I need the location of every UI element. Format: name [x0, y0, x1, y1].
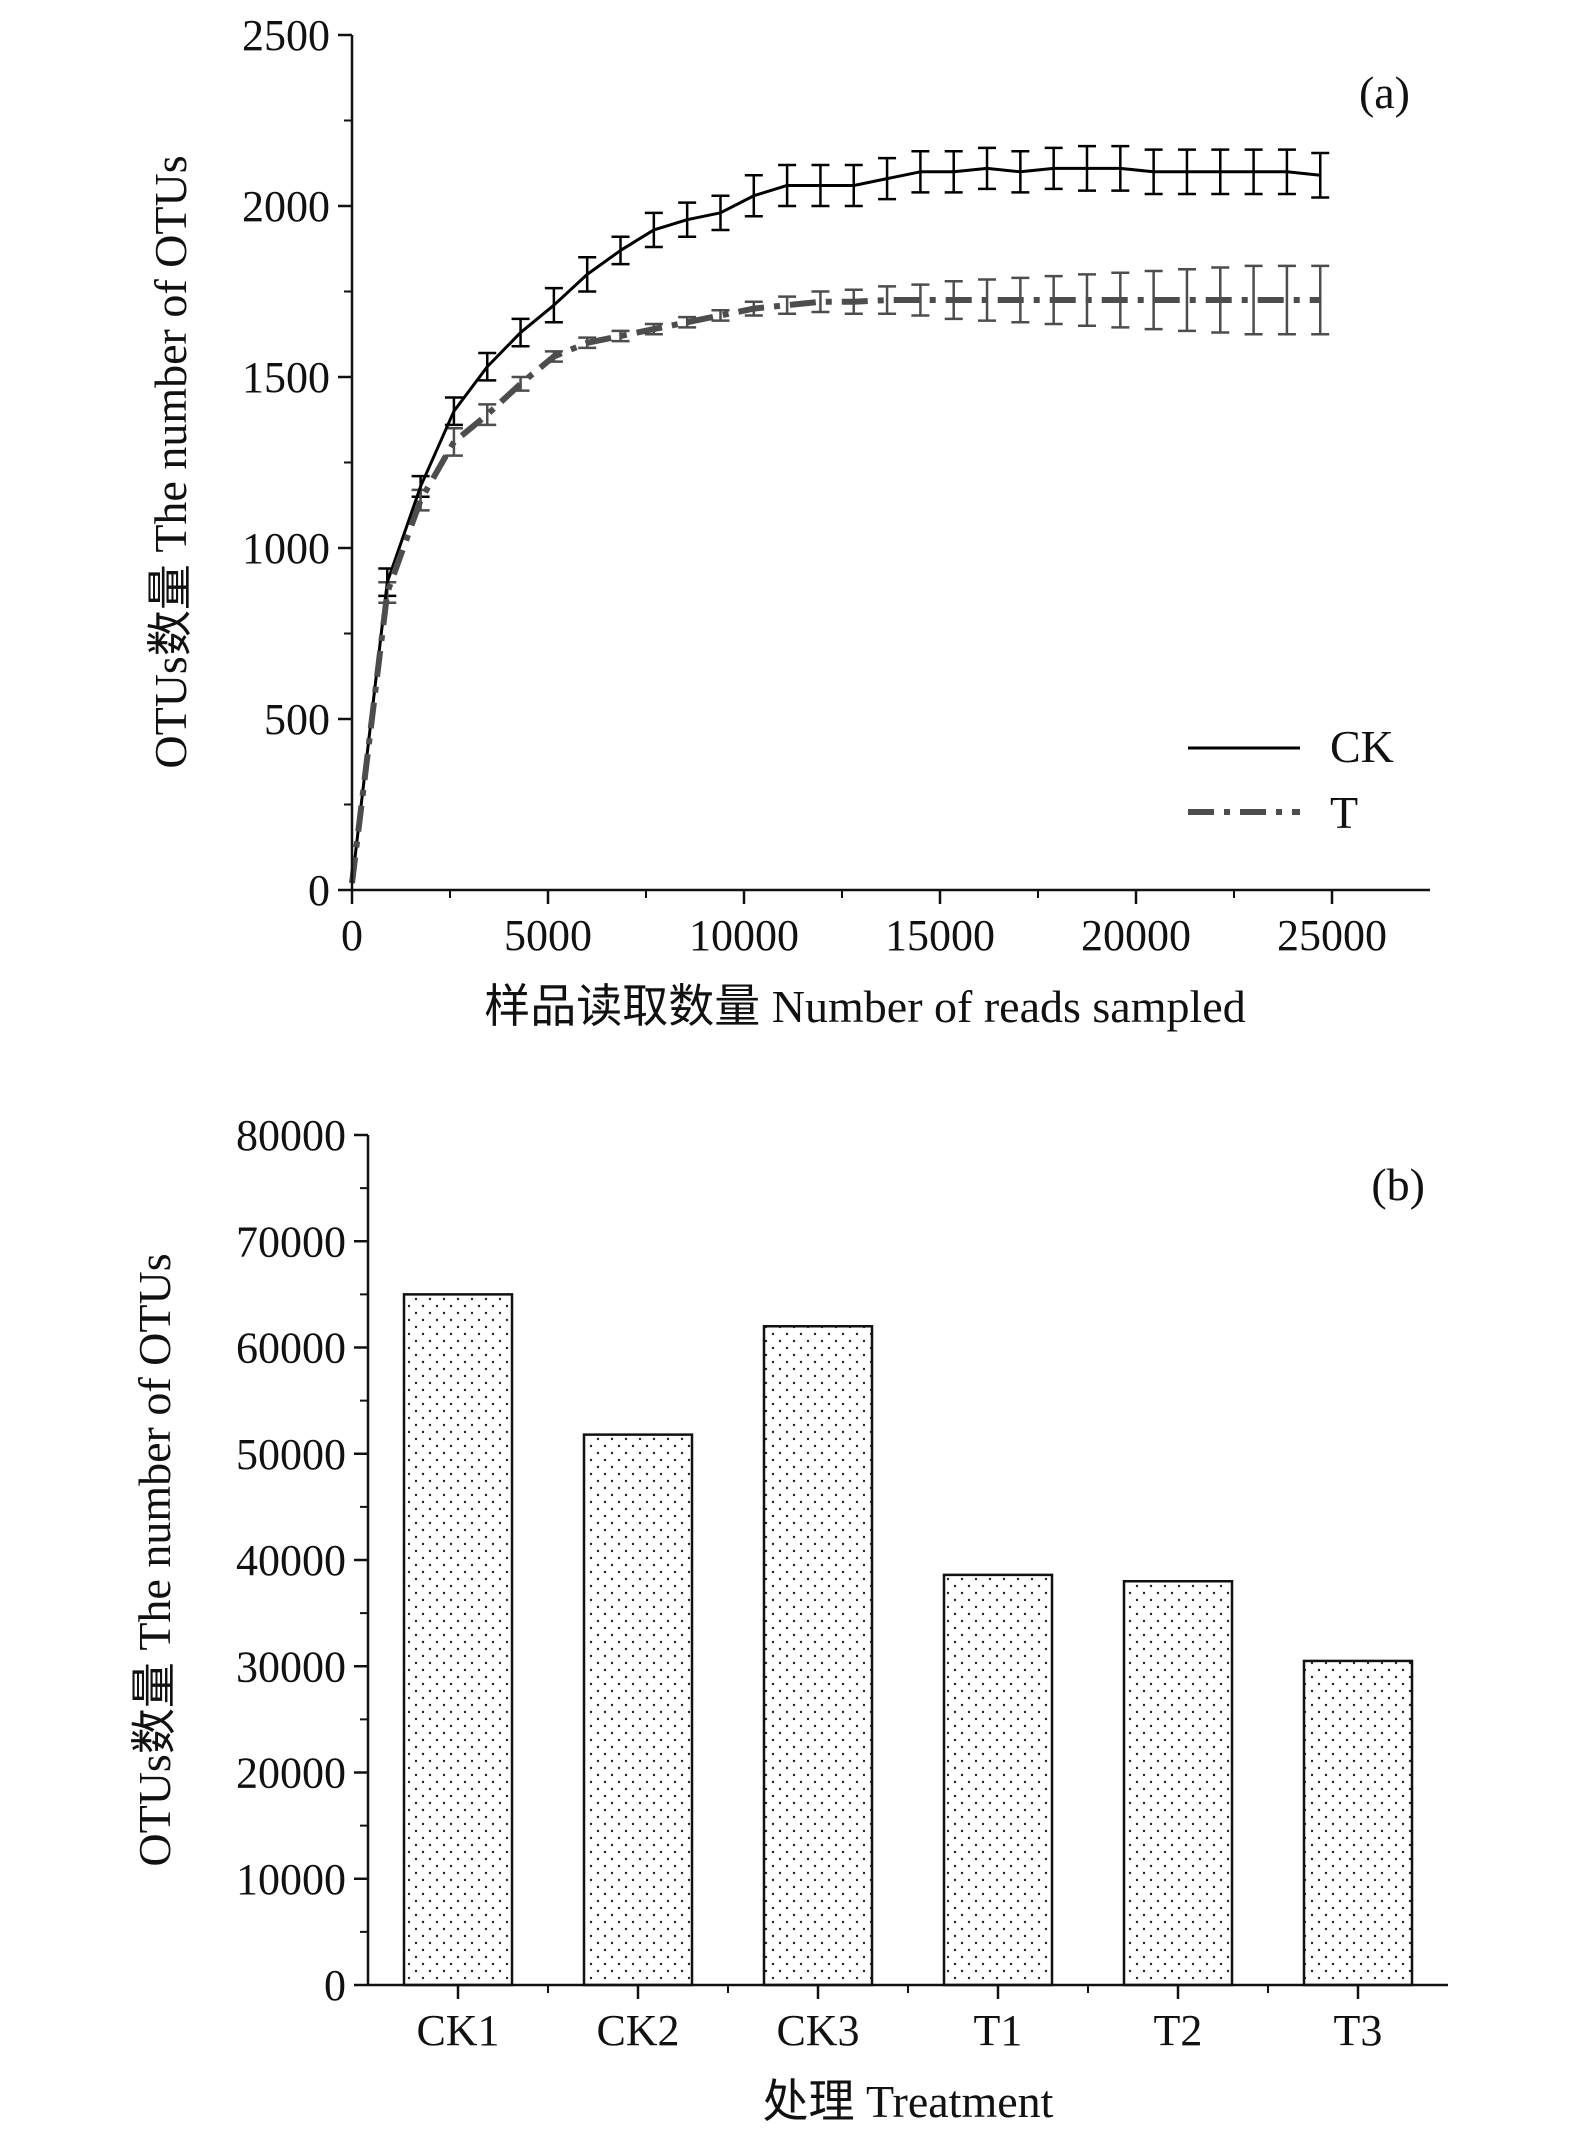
legend-label-ck: CK — [1330, 721, 1394, 772]
y-tick-label: 500 — [264, 695, 330, 744]
y-tick-label: 70000 — [236, 1217, 346, 1266]
y-tick-label: 0 — [308, 866, 330, 915]
x-tick-label: 0 — [341, 911, 363, 960]
error-bar-t — [711, 309, 730, 322]
bar-t2 — [1122, 1580, 1234, 1987]
y-tick-label: 20000 — [236, 1749, 346, 1798]
x-tick-label: 25000 — [1277, 911, 1387, 960]
y-tick-label: 2500 — [242, 11, 330, 60]
x-tick-label: 5000 — [504, 911, 592, 960]
x-tick-label: CK2 — [596, 2006, 679, 2055]
error-bar-t — [444, 427, 463, 457]
bar-t1 — [942, 1573, 1054, 1987]
y-tick-label: 80000 — [236, 1111, 346, 1160]
y-tick-label: 30000 — [236, 1642, 346, 1691]
x-tick-label: CK1 — [416, 2006, 499, 2055]
error-bar-t — [778, 295, 797, 315]
x-tick-label: T3 — [1334, 2006, 1383, 2055]
y-tick-label: 50000 — [236, 1430, 346, 1479]
y-axis-title: OTUs数量 The number of OTUs — [145, 155, 196, 768]
bar-ck1 — [402, 1293, 514, 1987]
y-tick-label: 1500 — [242, 353, 330, 402]
panel-label-b: (b) — [1371, 1159, 1425, 1210]
x-tick-label: 20000 — [1081, 911, 1191, 960]
x-tick-label: 10000 — [689, 911, 799, 960]
x-axis-title: 样品读取数量 Number of reads sampled — [484, 981, 1245, 1032]
rarefaction-chart: 0 5000 10000 15000 20000 25000 0 500 1000 1500 20… — [145, 11, 1430, 1032]
x-tick-label: T1 — [974, 2006, 1023, 2055]
otu-count-bar-chart: CK1 CK2 CK3 T1 T2 T3 0 10000 20000 30000 40000 500… — [129, 1111, 1448, 2127]
x-axis-title: 处理 Treatment — [763, 2076, 1054, 2127]
error-bar-t — [478, 403, 497, 427]
error-bar-t — [878, 285, 897, 315]
panel-label-a: (a) — [1359, 67, 1410, 118]
bar-ck2 — [582, 1433, 694, 1987]
x-tick-label: 15000 — [885, 911, 995, 960]
error-bar-t — [1177, 268, 1196, 333]
series-line-ck — [350, 166, 1321, 884]
y-axis-title: OTUs数量 The number of OTUs — [129, 1253, 180, 1866]
bar-t3 — [1302, 1659, 1414, 1987]
y-tick-label: 10000 — [236, 1855, 346, 1904]
legend-label-t: T — [1330, 787, 1358, 838]
x-tick-label: T2 — [1154, 2006, 1203, 2055]
y-tick-label: 60000 — [236, 1324, 346, 1373]
error-bar-t — [678, 315, 697, 329]
error-bar-t — [1277, 264, 1296, 336]
error-bar-t — [611, 329, 630, 343]
error-bar-t — [1244, 264, 1263, 336]
y-tick-label: 2000 — [242, 182, 330, 231]
series-line-t — [349, 297, 1321, 884]
y-tick-label: 0 — [324, 1961, 346, 2010]
x-tick-label: CK3 — [776, 2006, 859, 2055]
error-bar-t — [1144, 269, 1163, 331]
error-bar-t — [811, 290, 830, 314]
bar-ck3 — [762, 1325, 874, 1987]
legend: CK T — [1188, 721, 1394, 838]
y-tick-label: 40000 — [236, 1536, 346, 1585]
y-tick-label: 1000 — [242, 524, 330, 573]
error-bar-t — [911, 283, 930, 317]
